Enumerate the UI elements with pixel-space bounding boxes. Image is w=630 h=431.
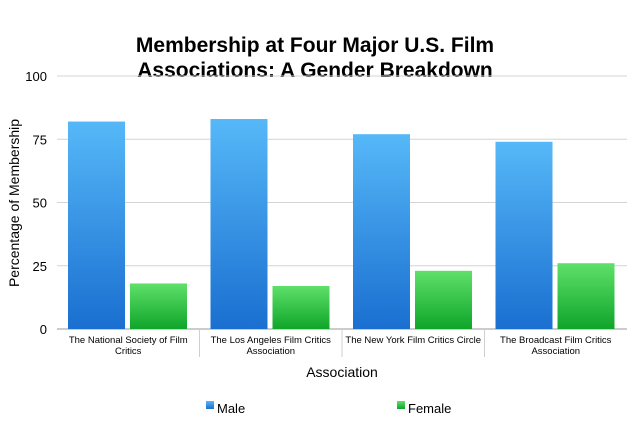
x-category-label: Critics — [115, 346, 142, 357]
bar-female — [557, 263, 615, 329]
bars — [68, 119, 615, 329]
y-tick-label: 0 — [40, 322, 47, 337]
legend-label: Female — [408, 401, 451, 416]
bar-female — [272, 285, 330, 329]
legend-item-male: Male — [206, 401, 245, 416]
x-category-label: Association — [246, 346, 295, 357]
bar-female — [415, 270, 472, 329]
x-category-label: The Broadcast Film Critics — [500, 335, 612, 346]
x-category-label: The Los Angeles Film Critics — [211, 335, 332, 346]
chart-title-line-1: Membership at Four Major U.S. Film — [136, 34, 494, 57]
y-axis-title: Percentage of Membership — [6, 119, 22, 287]
y-axis-ticks: 0 25 50 75 100 — [25, 69, 47, 337]
bar-female — [130, 283, 187, 329]
y-tick-label: 50 — [33, 196, 47, 211]
legend: Male Female — [206, 401, 451, 416]
y-tick-label: 100 — [25, 69, 47, 84]
y-tick-label: 75 — [33, 132, 47, 147]
x-category-label: The New York Film Critics Circle — [345, 335, 481, 346]
bar-male — [68, 121, 125, 329]
bar-male — [495, 141, 553, 329]
legend-item-female: Female — [397, 401, 451, 416]
bar-male — [210, 119, 268, 329]
legend-swatch — [397, 401, 405, 409]
y-tick-label: 25 — [33, 259, 47, 274]
bar-male — [353, 134, 410, 329]
x-category-label: The National Society of Film — [69, 335, 188, 346]
legend-swatch — [206, 401, 214, 409]
x-axis-title: Association — [306, 364, 378, 380]
legend-label: Male — [217, 401, 245, 416]
chart-title-line-2: Associations: A Gender Breakdown — [137, 59, 493, 82]
x-category-label: Association — [531, 346, 580, 357]
